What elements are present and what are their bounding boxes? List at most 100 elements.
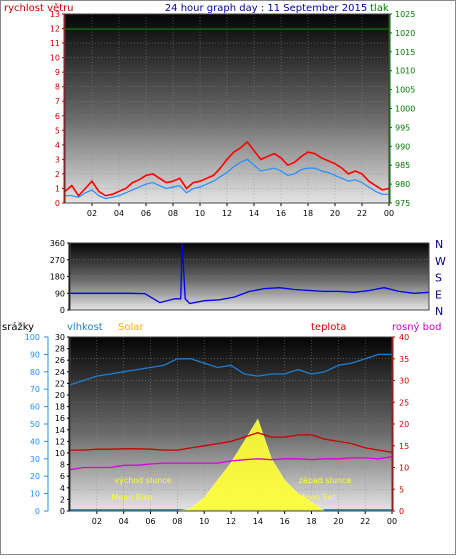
y-right-tick-label: 975 — [395, 199, 410, 208]
panel2-frame — [69, 242, 430, 311]
x-tick-label: 04 — [119, 517, 129, 526]
panel1-marks — [64, 28, 390, 200]
y-right-tick-label: 30 — [399, 377, 409, 386]
y-left-tick-label: 270 — [50, 256, 65, 265]
x-tick-label: 16 — [280, 517, 290, 526]
direction-letter: W — [435, 255, 446, 268]
y-humidity-tick-label: 30 — [55, 333, 65, 342]
direction-letter: S — [435, 272, 442, 285]
y-rain-tick-label: 30 — [30, 455, 40, 464]
y-right-tick-label: 995 — [395, 123, 410, 132]
y-rain-tick-label: 100 — [25, 333, 40, 342]
wind-speed-label: rychlost větru — [4, 2, 74, 14]
rain-label: srážky — [2, 321, 34, 333]
y-right-tick-label: 980 — [395, 180, 410, 189]
y-humidity-tick-label: 20 — [55, 391, 65, 400]
y-humidity-tick-label: 10 — [55, 449, 65, 458]
x-tick-label: 08 — [172, 517, 182, 526]
y-left-tick-label: 4 — [55, 141, 60, 150]
y-right-tick-label: 1020 — [395, 29, 415, 38]
x-tick-label: 20 — [333, 517, 343, 526]
x-tick-label: 16 — [276, 209, 286, 218]
y-left-tick-label: 7 — [55, 97, 60, 106]
y-right-tick-label: 1005 — [395, 86, 415, 95]
pressure-label: tlak — [370, 3, 389, 14]
y-rain-tick-label: 40 — [30, 437, 40, 446]
panel1-axes: 0123456789101112139759809859909951000100… — [50, 10, 416, 218]
y-humidity-tick-label: 4 — [60, 484, 65, 493]
panel3-frame — [69, 336, 393, 512]
y-rain-tick-label: 50 — [30, 420, 40, 429]
x-tick-label: 20 — [330, 209, 340, 218]
y-right-tick-label: 1010 — [395, 67, 415, 76]
y-humidity-tick-label: 14 — [55, 426, 65, 435]
y-left-tick-label: 3 — [55, 155, 60, 164]
y-left-tick-label: 1 — [55, 184, 60, 193]
y-humidity-tick-label: 2 — [60, 495, 65, 504]
direction-letter: E — [435, 288, 442, 301]
y-left-tick-label: 13 — [50, 10, 60, 19]
y-right-tick-label: 10 — [399, 464, 409, 473]
y-left-tick-label: 180 — [50, 273, 65, 282]
y-rain-tick-label: 10 — [30, 490, 40, 499]
y-right-tick-label: 985 — [395, 161, 410, 170]
y-humidity-tick-label: 26 — [55, 356, 65, 365]
y-humidity-tick-label: 12 — [55, 437, 65, 446]
temp-label: teplota — [311, 322, 346, 333]
solar-label: Solar — [118, 322, 144, 333]
temp-line — [70, 432, 393, 453]
y-left-tick-label: 9 — [55, 68, 60, 77]
y-humidity-tick-label: 22 — [55, 379, 65, 388]
dew-line — [69, 455, 393, 471]
y-left-tick-label: 5 — [55, 126, 60, 135]
x-tick-label: 02 — [92, 517, 102, 526]
panel1-frame — [64, 13, 390, 204]
y-right-tick-label: 25 — [399, 398, 409, 407]
sunset-label: západ slunce — [299, 476, 352, 485]
panel1-background — [65, 14, 389, 203]
sunrise-label: východ slunce — [114, 476, 171, 485]
x-tick-label: 06 — [141, 209, 151, 218]
y-left-tick-label: 0 — [60, 306, 65, 315]
y-right-tick-label: 990 — [395, 142, 410, 151]
y-humidity-tick-label: 6 — [60, 472, 65, 481]
y-right-tick-label: 35 — [399, 355, 409, 364]
y-rain-tick-label: 20 — [30, 472, 40, 481]
y-right-tick-label: 0 — [399, 507, 404, 516]
y-rain-tick-label: 0 — [35, 507, 40, 516]
panel3-grid — [70, 336, 392, 512]
humidity-line — [69, 353, 392, 386]
direction-letter: N — [435, 238, 443, 251]
y-left-tick-label: 360 — [50, 239, 65, 248]
y-left-tick-label: 11 — [50, 39, 60, 48]
x-tick-label: 08 — [168, 209, 178, 218]
y-left-tick-label: 0 — [55, 199, 60, 208]
y-right-tick-label: 1000 — [395, 105, 415, 114]
y-rain-tick-label: 70 — [30, 385, 40, 394]
y-left-tick-label: 2 — [55, 170, 60, 179]
moonrise-label: Moon Rise — [111, 493, 152, 502]
x-tick-label: 06 — [145, 517, 155, 526]
x-tick-label: 14 — [249, 209, 259, 218]
x-tick-label: 10 — [199, 517, 209, 526]
y-rain-tick-label: 80 — [30, 368, 40, 377]
y-humidity-tick-label: 18 — [55, 403, 65, 412]
wind_gust-line — [65, 158, 389, 200]
y-right-tick-label: 15 — [399, 442, 409, 451]
dew-label: rosný bod — [392, 321, 441, 333]
panel2-marks — [70, 242, 430, 305]
chart-title: 24 hour graph day : 11 September 2015 — [165, 3, 367, 14]
x-tick-label: 00 — [384, 209, 394, 218]
direction-letter: N — [435, 305, 443, 318]
x-tick-label: 00 — [387, 517, 397, 526]
y-humidity-tick-label: 16 — [55, 414, 65, 423]
y-humidity-tick-label: 0 — [60, 507, 65, 516]
y-right-tick-label: 1015 — [395, 48, 415, 57]
humidity-label: vlhkost — [67, 322, 103, 333]
y-right-tick-label: 1025 — [395, 10, 415, 19]
y-right-tick-label: 20 — [399, 420, 409, 429]
x-tick-label: 12 — [226, 517, 236, 526]
